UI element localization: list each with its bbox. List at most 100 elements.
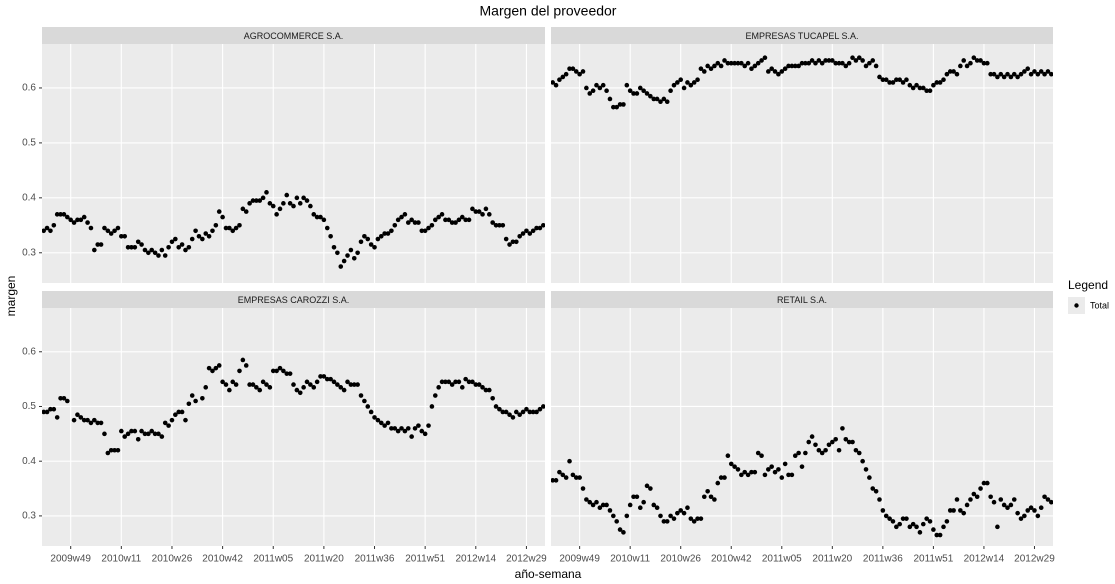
point: [985, 480, 990, 486]
point: [331, 379, 337, 385]
point: [432, 217, 438, 223]
point: [395, 428, 401, 434]
point: [833, 437, 838, 442]
point: [551, 80, 555, 85]
point: [910, 521, 916, 527]
point: [752, 63, 758, 69]
strip: [551, 27, 1053, 44]
point: [156, 253, 161, 258]
point: [604, 88, 609, 94]
point: [739, 60, 744, 66]
point: [634, 494, 640, 500]
point: [1008, 74, 1014, 80]
point: [779, 69, 785, 74]
point: [897, 77, 903, 83]
point: [853, 58, 859, 63]
x-tick-label: 2011w20: [812, 554, 852, 565]
point: [691, 519, 697, 524]
point: [267, 385, 273, 390]
point: [570, 472, 576, 478]
point: [524, 406, 529, 412]
y-tick-label: 0.4: [22, 456, 36, 467]
point: [641, 499, 646, 505]
point: [607, 96, 613, 102]
point: [927, 88, 933, 94]
point: [426, 423, 431, 428]
x-tick-label: 2011w36: [863, 554, 903, 565]
point: [470, 206, 475, 212]
point: [473, 382, 479, 387]
point: [314, 379, 320, 385]
point: [749, 469, 754, 475]
point: [920, 521, 926, 527]
point: [81, 214, 87, 220]
point: [375, 417, 381, 423]
point: [453, 220, 458, 225]
point: [843, 63, 849, 69]
point: [105, 228, 111, 234]
point: [792, 63, 798, 69]
x-tick-label: 2009w49: [50, 554, 91, 565]
point: [375, 236, 381, 242]
point: [1035, 513, 1041, 519]
point: [476, 209, 482, 214]
point: [412, 426, 418, 431]
point: [590, 502, 596, 508]
point: [823, 58, 828, 63]
point: [860, 458, 865, 464]
point: [162, 420, 168, 426]
point: [530, 409, 536, 415]
point: [200, 395, 205, 401]
point: [985, 60, 990, 66]
point: [493, 223, 499, 228]
point: [517, 233, 522, 239]
point: [422, 431, 428, 437]
point: [129, 244, 134, 250]
point: [1042, 71, 1047, 77]
point: [816, 58, 822, 63]
point: [850, 439, 855, 445]
point: [907, 82, 913, 88]
point: [712, 497, 717, 502]
point: [668, 88, 673, 94]
point: [51, 406, 57, 412]
point: [105, 450, 111, 456]
point: [792, 453, 798, 459]
point: [1015, 510, 1020, 516]
point: [51, 223, 57, 228]
point: [311, 385, 317, 390]
point: [169, 239, 175, 245]
point: [345, 253, 350, 258]
point: [436, 214, 441, 220]
point: [867, 60, 872, 66]
point: [749, 66, 754, 72]
point: [920, 85, 926, 91]
point: [1005, 505, 1010, 511]
point: [139, 242, 144, 247]
point: [405, 220, 411, 225]
point: [688, 82, 694, 88]
point: [108, 231, 114, 236]
point: [705, 63, 710, 69]
x-tick-label: 2010w42: [711, 554, 752, 565]
point: [115, 225, 121, 231]
point: [321, 217, 327, 223]
point: [294, 195, 300, 201]
point: [328, 376, 333, 382]
x-tick-label: 2012w29: [506, 554, 547, 565]
point: [830, 439, 835, 445]
point: [654, 505, 660, 511]
point: [227, 387, 232, 393]
point: [503, 409, 509, 415]
point: [534, 225, 539, 231]
point: [664, 519, 670, 524]
point: [1045, 69, 1051, 74]
point: [257, 387, 263, 393]
point: [456, 379, 462, 385]
point: [446, 379, 452, 385]
point: [237, 223, 242, 228]
point: [668, 513, 673, 519]
point: [297, 201, 303, 206]
point: [139, 428, 144, 434]
point: [402, 212, 408, 217]
